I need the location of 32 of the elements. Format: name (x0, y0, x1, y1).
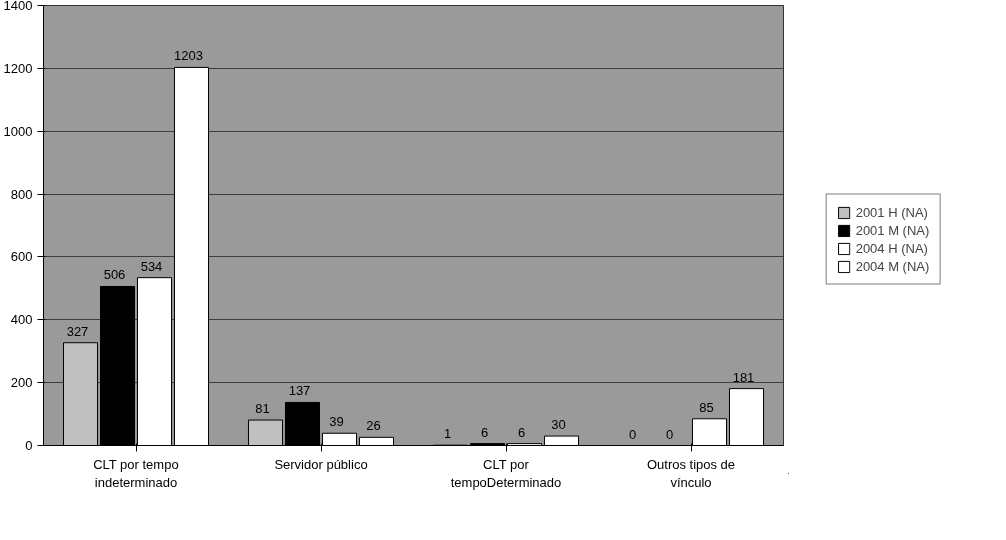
y-tick-label: 1400 (3, 0, 33, 13)
data-label: 1 (443, 426, 452, 442)
y-tick-label: 200 (10, 375, 33, 391)
legend-label: 2004 H (NA) (855, 240, 928, 256)
data-label: 181 (732, 369, 755, 385)
data-label: 137 (288, 383, 311, 399)
data-label: 327 (66, 323, 89, 339)
y-tick-label: 0 (25, 438, 33, 453)
legend-label: 2004 M (NA) (855, 258, 930, 274)
y-tick-label: 600 (10, 249, 33, 265)
data-label: 1203 (174, 48, 203, 64)
data-label: 30 (551, 417, 566, 433)
x-tick-label: CLT por tempo indeterminado (93, 456, 179, 490)
data-label: 506 (103, 267, 126, 283)
data-label: 534 (140, 258, 163, 274)
data-label: 81 (255, 401, 270, 417)
y-tick-label: 1000 (3, 123, 33, 139)
y-tick-label: 1200 (3, 60, 33, 76)
data-label: 6 (517, 424, 526, 440)
y-tick-label: 400 (10, 312, 33, 328)
data-label: 85 (699, 399, 714, 415)
data-label: 6 (480, 424, 489, 440)
legend-label: 2001 H (NA) (855, 204, 928, 220)
legend-label: 2001 M (NA) (855, 222, 930, 238)
data-label: 0 (628, 426, 637, 442)
data-label: 26 (366, 418, 381, 434)
data-label: 0 (665, 426, 674, 442)
x-tick-label: Servidor público (274, 456, 368, 472)
x-tick-label: CLT por tempoDeterminado (450, 456, 562, 490)
data-label: 39 (329, 414, 344, 430)
x-tick-label: Outros tipos de vínculo (646, 456, 736, 490)
y-tick-label: 800 (10, 186, 33, 202)
